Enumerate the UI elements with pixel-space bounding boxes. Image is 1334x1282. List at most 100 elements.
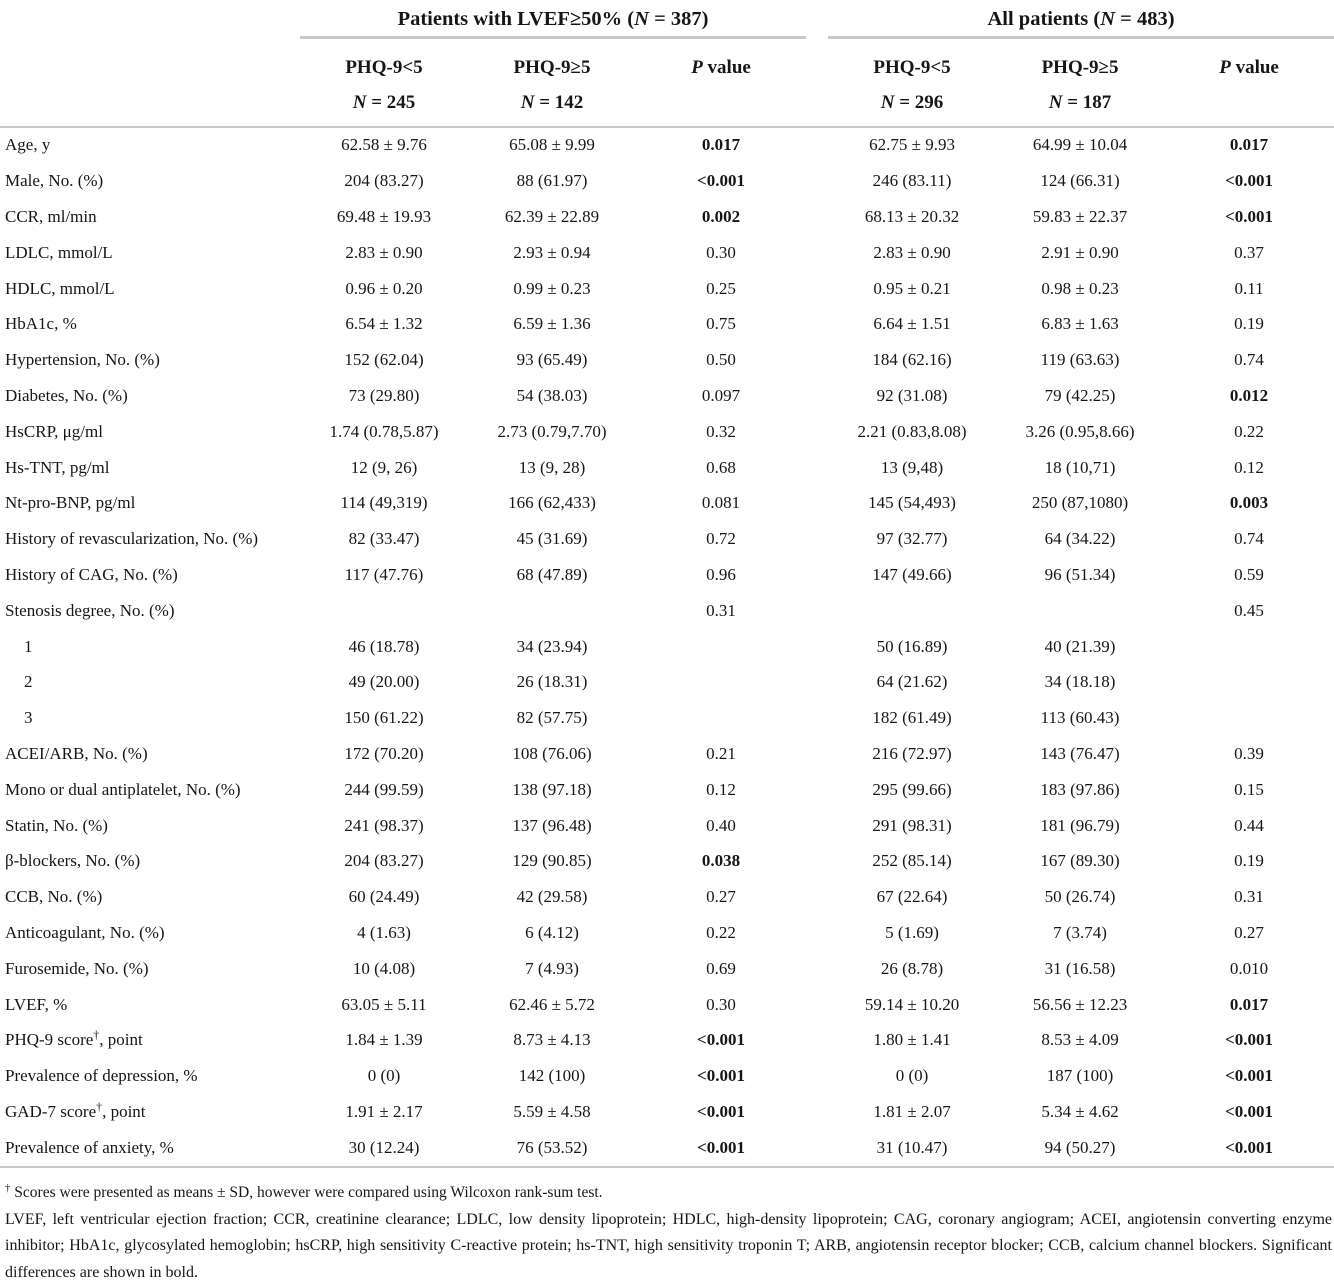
column-gap <box>806 772 828 808</box>
p-value-cell: 0.22 <box>706 922 736 942</box>
value-cell: 54 (38.03) <box>516 385 588 405</box>
value-cell: 291 (98.31) <box>872 815 952 835</box>
value-cell: 252 (85.14) <box>872 851 952 871</box>
table-row: Diabetes, No. (%) 73 (29.80) 54 (38.03) 0.0… <box>0 378 1334 414</box>
value-cell: 108 (76.06) <box>512 743 592 763</box>
column-gap <box>806 163 828 199</box>
row-label: Furosemide, No. (%) <box>5 958 149 978</box>
italic-p: P <box>691 57 703 78</box>
value-cell: 73 (29.80) <box>348 385 420 405</box>
value-cell: 18 (10,71) <box>1044 457 1116 477</box>
row-label: HbA1c, % <box>5 314 77 334</box>
group-gap <box>806 37 829 128</box>
column-gap <box>806 485 828 521</box>
col-header-pvalue-lvef: P value <box>636 37 807 128</box>
column-gap <box>806 450 828 486</box>
value-cell: 137 (96.48) <box>512 815 592 835</box>
table-row: HbA1c, % 6.54 ± 1.32 6.59 ± 1.36 0.75 6.64 ±… <box>0 306 1334 342</box>
table-row: Stenosis degree, No. (%) 0.31 0.45 <box>0 593 1334 629</box>
p-value-cell: 0.003 <box>1229 493 1269 513</box>
value-cell: 2.83 ± 0.90 <box>345 242 423 262</box>
value-cell: 67 (22.64) <box>876 887 948 907</box>
value-cell: 216 (72.97) <box>872 743 952 763</box>
table-row: 2 49 (20.00) 26 (18.31) 64 (21.62) 34 (18.18… <box>0 664 1334 700</box>
value-cell: 7 (4.93) <box>525 958 579 978</box>
row-label: History of CAG, No. (%) <box>5 564 178 584</box>
column-header-row: PHQ-9<5 N = 245 PHQ-9≥5 N = 142 P value … <box>0 37 1334 128</box>
n-count: = 296 <box>894 92 944 113</box>
row-label: HsCRP, μg/ml <box>5 421 103 441</box>
row-label: Hs-TNT, pg/ml <box>5 457 110 477</box>
p-value-cell: 0.40 <box>706 815 736 835</box>
italic-p: P <box>1219 57 1231 78</box>
p-value-cell: 0.002 <box>701 206 741 226</box>
p-value-cell <box>1164 664 1334 700</box>
n-count: = 142 <box>534 92 584 113</box>
p-value-cell: 0.25 <box>706 278 736 298</box>
p-value-cell: 0.21 <box>706 743 736 763</box>
value-cell: 94 (50.27) <box>1044 1137 1116 1157</box>
value-cell: 2.73 (0.79,7.70) <box>497 421 607 441</box>
p-value-cell <box>636 629 806 665</box>
table-row: CCR, ml/min 69.48 ± 19.93 62.39 ± 22.89 0.0… <box>0 199 1334 235</box>
value-cell: 145 (54,493) <box>868 493 956 513</box>
value-cell: 31 (10.47) <box>876 1137 948 1157</box>
value-cell: 13 (9,48) <box>880 457 944 477</box>
col-header-pvalue-all: P value <box>1164 37 1334 128</box>
p-value-cell: 0.15 <box>1234 779 1264 799</box>
column-gap <box>806 987 828 1023</box>
table-row: Statin, No. (%) 241 (98.37) 137 (96.48) 0.4… <box>0 808 1334 844</box>
value-cell: 26 (8.78) <box>880 958 944 978</box>
row-label: Prevalence of depression, % <box>5 1066 198 1086</box>
value-cell: 8.53 ± 4.09 <box>1041 1030 1119 1050</box>
value-cell: 5 (1.69) <box>885 922 939 942</box>
value-cell: 124 (66.31) <box>1040 171 1120 191</box>
value-cell: 166 (62,433) <box>508 493 596 513</box>
value-cell: 50 (16.89) <box>876 636 948 656</box>
value-cell: 119 (63.63) <box>1040 350 1120 370</box>
value-cell: 34 (18.18) <box>1044 672 1116 692</box>
value-cell: 114 (49,319) <box>340 493 428 513</box>
p-value-cell: 0.74 <box>1234 350 1264 370</box>
dagger-icon: † <box>5 1181 11 1194</box>
row-label: Mono or dual antiplatelet, No. (%) <box>5 779 241 799</box>
value-cell: 5.34 ± 4.62 <box>1041 1101 1119 1121</box>
row-label: Prevalence of anxiety, % <box>5 1137 174 1157</box>
column-gap <box>806 1094 828 1130</box>
column-gap <box>806 342 828 378</box>
table-row: Anticoagulant, No. (%) 4 (1.63) 6 (4.12) 0.… <box>0 915 1334 951</box>
italic-n: N <box>634 7 649 30</box>
column-gap <box>806 808 828 844</box>
p-value-cell: 0.32 <box>706 421 736 441</box>
value-cell: 117 (47.76) <box>344 564 424 584</box>
p-value-cell: 0.59 <box>1234 564 1264 584</box>
col-header-line2: N = 187 <box>996 85 1164 120</box>
table-row: CCB, No. (%) 60 (24.49) 42 (29.58) 0.27 67 (… <box>0 879 1334 915</box>
value-cell: 246 (83.11) <box>872 171 952 191</box>
value-cell: 56.56 ± 12.23 <box>1032 994 1128 1014</box>
column-gap <box>806 843 828 879</box>
column-gap <box>806 271 828 307</box>
value-cell: 181 (96.79) <box>1040 815 1120 835</box>
col-header-phq-lt5-all: PHQ-9<5 N = 296 <box>828 37 997 128</box>
table-row: HsCRP, μg/ml 1.74 (0.78,5.87) 2.73 (0.79,7… <box>0 414 1334 450</box>
column-gap <box>806 1022 828 1058</box>
p-value-cell: 0.017 <box>1229 135 1269 155</box>
p-value-cell <box>1164 700 1334 736</box>
value-cell: 26 (18.31) <box>516 672 588 692</box>
value-cell: 46 (18.78) <box>348 636 420 656</box>
italic-n: N <box>352 92 367 113</box>
p-value-cell: 0.30 <box>706 994 736 1014</box>
value-cell: 1.84 ± 1.39 <box>345 1030 423 1050</box>
value-cell: 295 (99.66) <box>872 779 952 799</box>
value-cell: 92 (31.08) <box>876 385 948 405</box>
value-cell: 167 (89.30) <box>1040 851 1120 871</box>
p-value-cell: <0.001 <box>1225 1030 1273 1050</box>
value-cell: 1.80 ± 1.41 <box>873 1030 951 1050</box>
p-value-cell <box>636 700 806 736</box>
value-cell: 142 (100) <box>518 1066 586 1086</box>
value-cell: 2.21 (0.83,8.08) <box>857 421 967 441</box>
value-cell: 96 (51.34) <box>1044 564 1116 584</box>
p-value-text: value <box>1230 57 1279 78</box>
value-cell: 0.95 ± 0.21 <box>873 278 951 298</box>
